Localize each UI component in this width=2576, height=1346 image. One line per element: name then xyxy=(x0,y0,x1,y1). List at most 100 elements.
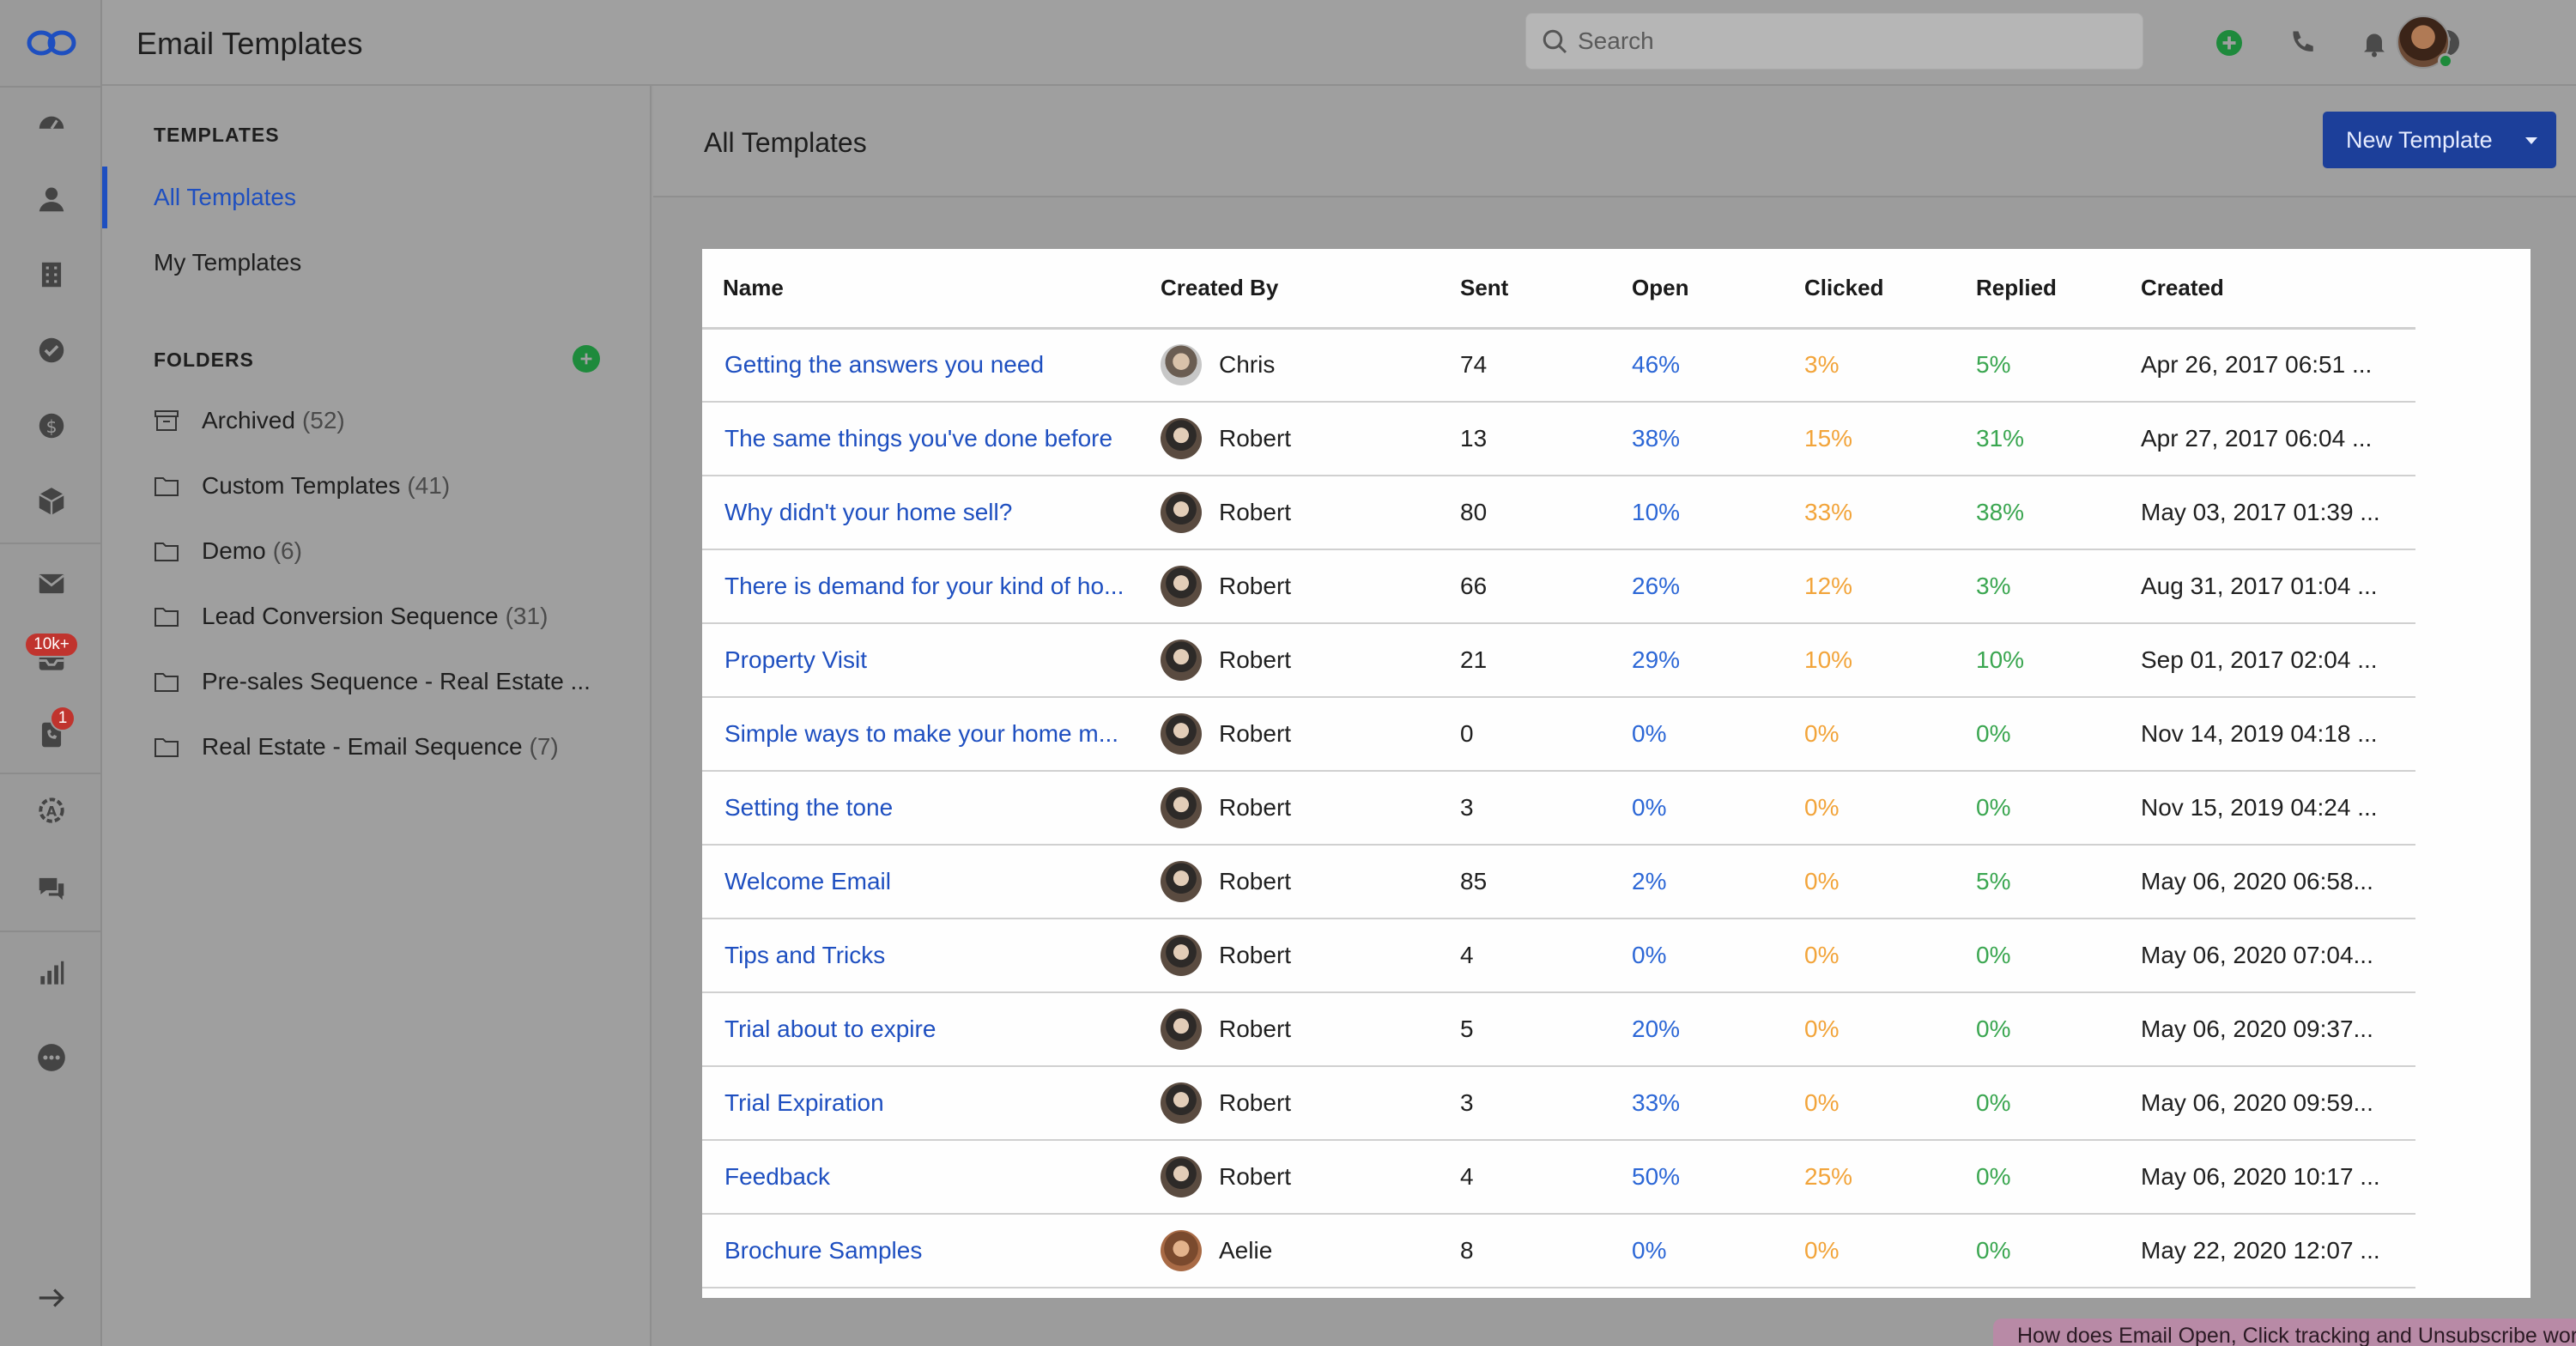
reply-rate: 0% xyxy=(1976,992,2141,1067)
table-row[interactable]: Getting the answers you need Chris 74 46% 3%… xyxy=(702,328,2415,403)
column-clicked[interactable]: Clicked xyxy=(1804,249,1976,330)
reply-rate: 31% xyxy=(1976,402,2141,476)
creator-name: Chris xyxy=(1219,351,1276,379)
table-row[interactable]: Property Visit Robert 21 29% 10% 10% Sep 01, 2… xyxy=(702,623,2415,698)
folder-pre-sales[interactable]: Pre-sales Sequence - Real Estate ... xyxy=(154,668,597,695)
column-replied[interactable]: Replied xyxy=(1976,249,2141,330)
table-row[interactable]: Simple ways to make your home m... Robert… xyxy=(702,697,2415,772)
svg-text:$: $ xyxy=(45,416,57,437)
help-banner[interactable]: How does Email Open, Click tracking and … xyxy=(1993,1319,2576,1346)
template-name-link[interactable]: There is demand for your kind of ho... xyxy=(724,573,1124,599)
folder-demo[interactable]: Demo (6) xyxy=(154,537,302,565)
reports-icon[interactable] xyxy=(27,949,76,997)
creator: Robert xyxy=(1161,640,1460,681)
template-name-link[interactable]: Trial Expiration xyxy=(724,1089,884,1116)
table-row[interactable]: Trial Expiration Robert 3 33% 0% 0% May 06, 20… xyxy=(702,1066,2415,1141)
sent-count: 85 xyxy=(1460,845,1632,919)
companies-icon[interactable] xyxy=(27,251,76,299)
main-header: All Templates New Template xyxy=(653,86,2576,197)
column-name[interactable]: Name xyxy=(702,249,1161,330)
created-date: Nov 15, 2019 04:24 ... xyxy=(2141,771,2415,846)
online-status-dot xyxy=(2438,53,2453,69)
sent-count: 3 xyxy=(1460,771,1632,846)
new-template-button[interactable]: New Template xyxy=(2323,112,2556,168)
templates-section-title: TEMPLATES xyxy=(154,124,280,146)
creator: Chris xyxy=(1161,344,1460,386)
table-row[interactable]: Why didn't your home sell? Robert 80 10% 33%… xyxy=(702,476,2415,550)
folders-section-title: FOLDERS xyxy=(154,349,254,371)
template-name-link[interactable]: Feedback xyxy=(724,1163,830,1190)
table-row[interactable]: Setting the tone Robert 3 0% 0% 0% Nov 15, 201… xyxy=(702,771,2415,846)
column-open[interactable]: Open xyxy=(1632,249,1804,330)
folder-name: Custom Templates xyxy=(202,472,401,499)
chevron-down-icon[interactable] xyxy=(2525,137,2537,144)
table-row[interactable]: Feedback Robert 4 50% 25% 0% May 06, 2020 10:1… xyxy=(702,1140,2415,1215)
add-icon[interactable] xyxy=(2212,26,2246,60)
folder-count: (41) xyxy=(407,472,451,499)
table-header-row: Name Created By Sent Open Clicked Replie… xyxy=(702,249,2415,330)
folder-real-estate[interactable]: Real Estate - Email Sequence (7) xyxy=(154,733,559,761)
creator: Robert xyxy=(1161,787,1460,828)
tasks-icon[interactable] xyxy=(27,326,76,374)
notifications-icon[interactable] xyxy=(2357,26,2391,60)
table-row[interactable]: Welcome Email Robert 85 2% 0% 5% May 06, 2020 … xyxy=(702,845,2415,919)
deals-icon[interactable]: $ xyxy=(27,402,76,450)
folder-lead-conversion[interactable]: Lead Conversion Sequence (31) xyxy=(154,603,548,630)
email-icon[interactable] xyxy=(27,560,76,608)
search-input[interactable]: Search xyxy=(1525,13,2143,70)
table-row[interactable]: The same things you've done before Robert… xyxy=(702,402,2415,476)
contacts-icon[interactable] xyxy=(27,175,76,223)
template-name-link[interactable]: Trial about to expire xyxy=(724,1016,936,1042)
inbox-badge: 10k+ xyxy=(24,632,79,658)
dashboard-icon[interactable] xyxy=(27,98,76,146)
template-name-link[interactable]: Welcome Email xyxy=(724,868,891,894)
more-icon[interactable] xyxy=(27,1034,76,1082)
phone-badge: 1 xyxy=(50,706,76,731)
icon-rail: $ 10k+ 1 A xyxy=(0,0,102,1346)
open-rate: 0% xyxy=(1632,1214,1804,1288)
table-row[interactable]: There is demand for your kind of ho... Ro… xyxy=(702,549,2415,624)
template-name-link[interactable]: Property Visit xyxy=(724,646,867,673)
creator-avatar xyxy=(1161,1082,1202,1124)
column-created[interactable]: Created xyxy=(2141,249,2415,330)
table-row[interactable]: Trial about to expire Robert 5 20% 0% 0% May 0… xyxy=(702,992,2415,1067)
template-name-link[interactable]: Tips and Tricks xyxy=(724,942,886,968)
open-rate: 2% xyxy=(1632,845,1804,919)
template-name-link[interactable]: Setting the tone xyxy=(724,794,894,821)
table-row[interactable]: Tips and Tricks Robert 4 0% 0% 0% May 06, 2020… xyxy=(702,919,2415,993)
nav-all-templates[interactable]: All Templates xyxy=(154,184,297,210)
open-rate: 10% xyxy=(1632,476,1804,550)
creator-avatar xyxy=(1161,640,1202,681)
creator: Robert xyxy=(1161,1082,1460,1124)
folder-name: Archived xyxy=(202,407,295,434)
chat-icon[interactable] xyxy=(27,864,76,912)
nav-my-templates[interactable]: My Templates xyxy=(154,249,302,276)
phone-icon[interactable] xyxy=(2285,26,2319,60)
creator-name: Robert xyxy=(1219,794,1292,821)
template-name-link[interactable]: Getting the answers you need xyxy=(724,351,1045,379)
column-created-by[interactable]: Created By xyxy=(1161,249,1460,330)
folder-archived[interactable]: Archived (52) xyxy=(154,407,345,434)
folder-custom-templates[interactable]: Custom Templates (41) xyxy=(154,472,450,500)
template-name-link[interactable]: Why didn't your home sell? xyxy=(724,499,1013,525)
logo-icon[interactable] xyxy=(24,19,79,67)
template-name-link[interactable]: The same things you've done before xyxy=(724,425,1113,452)
automation-icon[interactable]: A xyxy=(27,786,76,834)
reply-rate: 0% xyxy=(1976,919,2141,993)
products-icon[interactable] xyxy=(27,477,76,525)
column-sent[interactable]: Sent xyxy=(1460,249,1632,330)
sent-count: 21 xyxy=(1460,623,1632,698)
table-row[interactable]: Brochure Samples Aelie 8 0% 0% 0% May 22, 2020… xyxy=(702,1214,2415,1288)
creator-avatar xyxy=(1161,492,1202,533)
open-rate: 33% xyxy=(1632,1066,1804,1141)
reply-rate: 0% xyxy=(1976,1140,2141,1215)
creator: Robert xyxy=(1161,1009,1460,1050)
expand-icon[interactable] xyxy=(27,1274,76,1322)
add-folder-icon[interactable] xyxy=(573,345,600,373)
sent-count: 13 xyxy=(1460,402,1632,476)
template-name-link[interactable]: Simple ways to make your home m... xyxy=(724,720,1119,747)
template-name-link[interactable]: Brochure Samples xyxy=(724,1237,923,1264)
sent-count: 0 xyxy=(1460,697,1632,772)
new-template-label: New Template xyxy=(2346,126,2493,153)
creator-avatar xyxy=(1161,1009,1202,1050)
